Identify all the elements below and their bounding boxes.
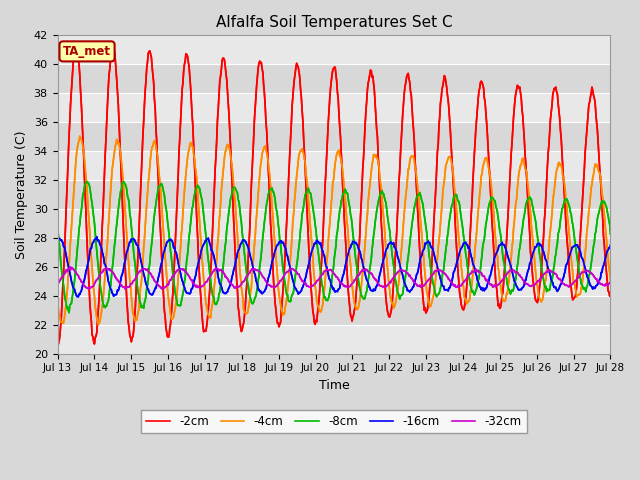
-8cm [54, 222, 61, 228]
-16cm [419, 248, 427, 253]
-32cm [419, 283, 427, 289]
Bar [58, 324, 611, 353]
-4cm [122, 219, 130, 225]
-8cm [64, 304, 72, 310]
-4cm [54, 297, 61, 303]
-4cm [207, 308, 215, 313]
-16cm [607, 242, 614, 248]
Bar [58, 209, 611, 238]
-4cm [403, 185, 410, 191]
-8cm [419, 201, 427, 206]
Legend: -2cm, -4cm, -8cm, -16cm, -32cm: -2cm, -4cm, -8cm, -16cm, -32cm [141, 410, 527, 433]
-32cm [403, 270, 410, 276]
-32cm [66, 264, 74, 270]
Bar [58, 238, 611, 267]
-2cm [177, 102, 185, 108]
Line: -2cm: -2cm [58, 44, 611, 346]
-8cm [179, 295, 186, 301]
-16cm [54, 235, 61, 241]
Bar [58, 267, 611, 296]
Line: -32cm: -32cm [58, 267, 611, 289]
Bar [58, 122, 611, 151]
-2cm [207, 269, 214, 275]
Y-axis label: Soil Temperature (C): Soil Temperature (C) [15, 130, 28, 259]
-4cm [607, 277, 614, 283]
Line: -16cm: -16cm [58, 237, 611, 297]
Bar [58, 64, 611, 93]
-16cm [93, 234, 100, 240]
X-axis label: Time: Time [319, 379, 349, 392]
-16cm [64, 259, 72, 265]
-16cm [179, 278, 186, 284]
-4cm [64, 285, 72, 291]
-8cm [83, 179, 91, 184]
Bar [58, 296, 611, 324]
-2cm [607, 293, 614, 299]
-2cm [54, 343, 61, 349]
Bar [58, 93, 611, 122]
Bar [58, 180, 611, 209]
Title: Alfalfa Soil Temperatures Set C: Alfalfa Soil Temperatures Set C [216, 15, 452, 30]
-2cm [418, 281, 426, 287]
Line: -8cm: -8cm [58, 181, 611, 312]
-2cm [72, 41, 80, 47]
Text: TA_met: TA_met [63, 45, 111, 58]
-32cm [179, 266, 186, 272]
-8cm [207, 285, 215, 290]
-2cm [122, 264, 129, 270]
Bar [58, 151, 611, 180]
-16cm [74, 294, 82, 300]
-4cm [419, 244, 427, 250]
Line: -4cm: -4cm [58, 136, 611, 325]
-16cm [403, 285, 410, 290]
-8cm [65, 310, 73, 315]
-2cm [64, 173, 72, 179]
Bar [58, 36, 611, 64]
-32cm [64, 267, 72, 273]
-8cm [607, 231, 614, 237]
-2cm [402, 79, 410, 85]
-8cm [122, 183, 130, 189]
-32cm [607, 279, 614, 285]
-32cm [122, 285, 130, 290]
-16cm [122, 253, 130, 259]
-4cm [95, 322, 102, 328]
-16cm [207, 248, 215, 253]
-8cm [403, 267, 410, 273]
-4cm [76, 133, 84, 139]
-4cm [179, 224, 186, 229]
-32cm [122, 286, 129, 292]
-32cm [54, 281, 61, 287]
-32cm [207, 272, 215, 277]
